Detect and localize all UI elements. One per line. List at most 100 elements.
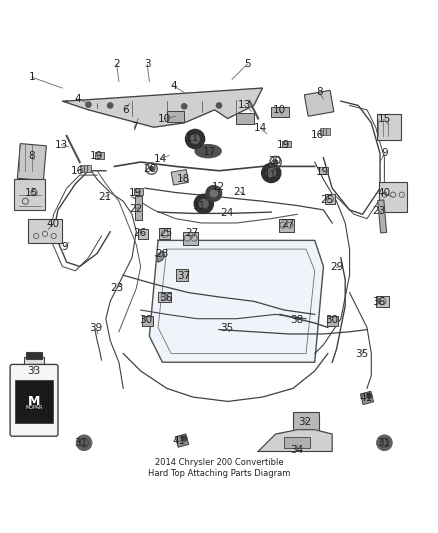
Text: 24: 24 [220,208,233,219]
Bar [376,296,389,307]
Text: 34: 34 [290,445,303,455]
Bar [176,269,188,281]
Circle shape [86,102,91,107]
Text: 19: 19 [90,151,103,161]
Bar [323,128,326,135]
FancyBboxPatch shape [10,365,58,436]
Text: 31: 31 [74,438,87,448]
Bar [18,143,46,181]
Bar [158,292,171,302]
Text: 30: 30 [139,314,152,325]
Text: 4: 4 [74,94,81,104]
Circle shape [216,103,222,108]
Text: 40: 40 [46,219,59,229]
Text: 11: 11 [264,170,277,180]
Bar [282,141,291,147]
Ellipse shape [195,144,221,158]
Text: 7: 7 [131,122,138,132]
Text: 41: 41 [172,437,186,447]
Text: 41: 41 [360,393,373,403]
Text: 13: 13 [238,100,251,110]
Bar [171,169,188,185]
Text: 40: 40 [377,188,390,198]
Circle shape [185,130,205,149]
Bar [134,188,143,195]
Text: MOPAR: MOPAR [25,406,43,410]
Bar [175,434,189,447]
Text: 17: 17 [203,148,216,157]
Polygon shape [258,430,332,451]
Circle shape [210,190,217,197]
Bar [377,114,401,140]
Text: 8: 8 [28,150,35,160]
Text: 3: 3 [144,59,151,69]
Text: 28: 28 [155,249,168,260]
Text: 35: 35 [220,324,233,333]
Text: 27: 27 [281,219,294,229]
Bar [87,165,91,173]
Text: 21: 21 [233,187,247,197]
Text: 8: 8 [316,87,322,98]
Bar [159,229,170,239]
Bar [28,219,62,243]
Text: 38: 38 [290,314,303,325]
Text: 11: 11 [193,200,206,211]
Text: 14: 14 [154,154,167,164]
Text: 16: 16 [311,130,325,140]
Text: 12: 12 [212,182,225,192]
Text: 5: 5 [244,59,251,69]
Text: 37: 37 [177,271,190,281]
Bar [326,128,330,135]
Text: 35: 35 [355,350,368,359]
Bar [80,165,84,173]
Text: 10: 10 [272,105,286,115]
Bar [327,316,338,326]
Polygon shape [149,240,323,362]
Circle shape [76,435,92,450]
Text: 15: 15 [25,188,39,198]
Text: 32: 32 [299,417,312,427]
Text: 18: 18 [177,174,190,183]
Text: 10: 10 [158,114,171,124]
Bar [360,391,374,405]
Bar [319,167,328,174]
Circle shape [367,393,372,398]
Text: 9: 9 [381,148,388,158]
Bar [14,180,45,210]
Bar [26,352,42,359]
Text: 16: 16 [71,166,84,176]
Polygon shape [62,88,262,127]
Bar [84,165,87,173]
Text: 21: 21 [99,192,112,202]
Text: 26: 26 [133,228,146,238]
Bar [167,111,184,122]
Text: 13: 13 [55,140,68,150]
Text: 9: 9 [61,242,68,252]
Bar [304,90,334,116]
Text: 36: 36 [159,293,173,303]
Bar [378,200,387,233]
Text: 1: 1 [28,72,35,82]
Polygon shape [156,251,165,262]
Bar [15,379,53,423]
Text: 39: 39 [90,324,103,333]
Text: 20: 20 [268,156,281,166]
Text: 19: 19 [129,188,142,198]
Text: 23: 23 [110,283,124,293]
Text: 19: 19 [277,140,290,150]
Bar [95,152,104,159]
Text: 36: 36 [373,297,386,307]
Text: 14: 14 [254,123,267,133]
Circle shape [182,104,187,109]
Bar [138,229,148,239]
Text: 30: 30 [325,314,338,325]
Text: 33: 33 [28,366,41,376]
Bar [142,316,152,326]
Circle shape [377,435,392,450]
Bar [183,232,198,245]
Circle shape [182,436,187,441]
Text: 6: 6 [122,105,129,115]
Text: 29: 29 [330,262,343,272]
Text: 19: 19 [316,167,329,176]
Bar [271,107,289,117]
